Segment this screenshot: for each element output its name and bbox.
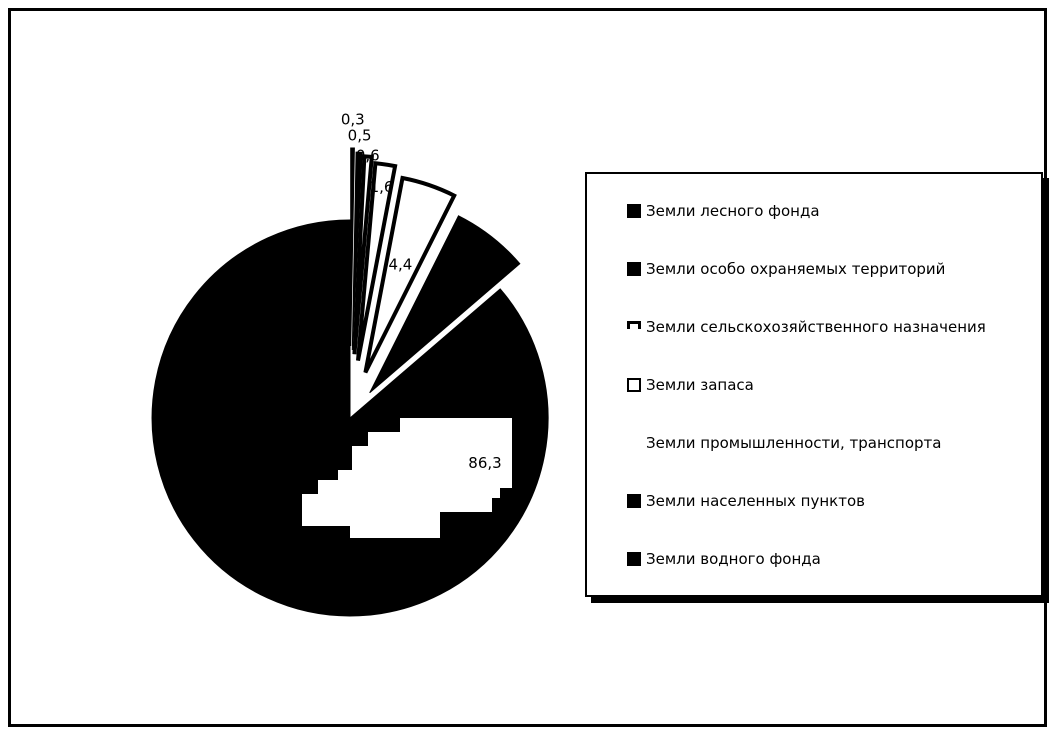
legend-item: Земли промышленности, транспорта (627, 431, 941, 455)
data-label: 1,6 (370, 178, 394, 196)
legend-swatch (627, 321, 641, 329)
pie-slice (151, 219, 549, 617)
pie-slice (351, 151, 363, 351)
legend-item: Земли водного фонда (627, 547, 821, 571)
legend-label: Земли запаса (646, 376, 754, 394)
data-label: 4,4 (388, 255, 412, 273)
legend-swatch (627, 494, 641, 508)
data-label: 0,5 (348, 126, 372, 144)
legend-item: Земли населенных пунктов (627, 489, 865, 513)
legend-label: Земли особо охраняемых территорий (646, 260, 946, 278)
legend-swatch (627, 552, 641, 566)
pie-slice (350, 147, 355, 347)
legend-swatch (627, 436, 641, 450)
legend-label: Земли лесного фонда (646, 202, 820, 220)
legend-label: Земли населенных пунктов (646, 492, 865, 510)
pie-slice (352, 154, 374, 355)
legend-swatch (627, 204, 641, 218)
pie-slice (363, 175, 457, 374)
legend-swatch (627, 378, 641, 392)
data-label: 0,3 (341, 110, 365, 128)
pie-slice (369, 215, 521, 394)
legend-item: Земли особо охраняемых территорий (627, 257, 945, 281)
legend-label: Земли водного фонда (646, 550, 821, 568)
data-label: 86,3 (468, 454, 501, 472)
legend-label: Земли сельскохозяйственного назначения (646, 318, 986, 336)
legend-label: Земли промышленности, транспорта (646, 434, 942, 452)
legend-swatch (627, 262, 641, 276)
legend-item: Земли запаса (627, 373, 754, 397)
legend-item: Земли лесного фонда (627, 199, 820, 223)
main-slice-inner-blank (302, 418, 512, 538)
legend-item: Земли сельскохозяйственного назначения (627, 315, 986, 339)
data-label: 0,6 (356, 147, 380, 165)
pie-slice (356, 161, 398, 361)
chart-legend: Земли лесного фонда Земли особо охраняем… (585, 172, 1043, 597)
